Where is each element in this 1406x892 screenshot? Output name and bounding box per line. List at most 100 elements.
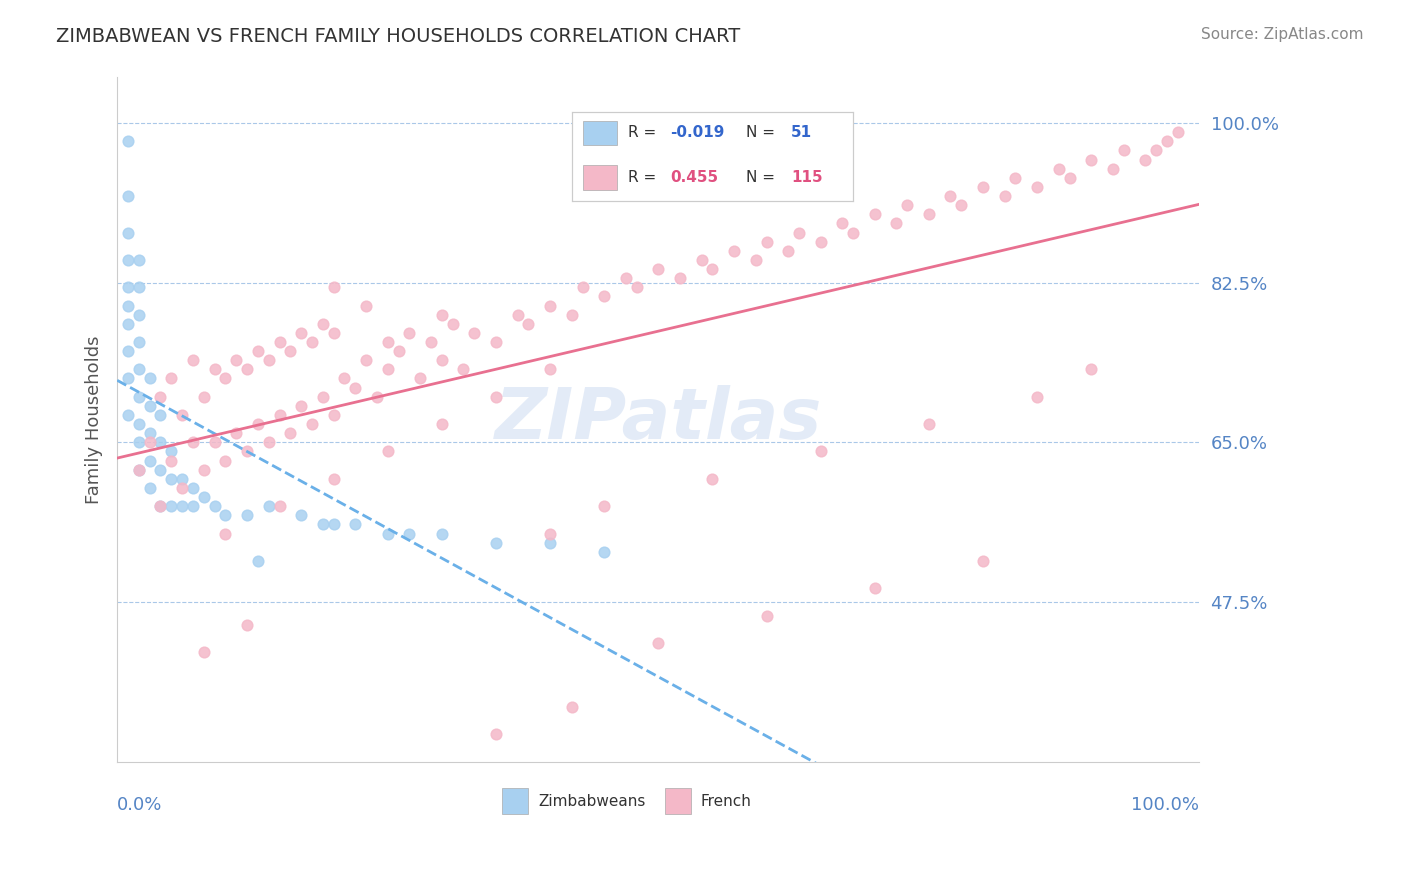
Point: [193, 463, 215, 477]
Point: [214, 526, 236, 541]
Point: [1135, 153, 1157, 167]
Point: [614, 271, 637, 285]
Point: [420, 334, 443, 349]
Point: [128, 435, 150, 450]
Point: [387, 344, 409, 359]
Point: [778, 244, 800, 258]
Point: [344, 517, 367, 532]
Point: [571, 280, 593, 294]
Point: [149, 435, 172, 450]
Point: [409, 371, 432, 385]
Point: [886, 216, 908, 230]
Point: [160, 500, 183, 514]
Point: [257, 353, 280, 368]
Point: [128, 417, 150, 431]
Point: [181, 435, 204, 450]
Point: [138, 453, 160, 467]
Point: [290, 399, 312, 413]
Point: [354, 353, 377, 368]
Point: [593, 545, 616, 559]
Point: [160, 444, 183, 458]
Point: [290, 508, 312, 523]
Point: [1101, 161, 1123, 176]
Point: [430, 417, 453, 431]
Point: [1144, 144, 1167, 158]
Point: [918, 417, 941, 431]
Point: [149, 390, 172, 404]
Point: [128, 334, 150, 349]
Point: [863, 582, 886, 596]
Point: [290, 326, 312, 340]
Point: [398, 326, 420, 340]
Point: [312, 317, 335, 331]
Point: [810, 235, 832, 249]
Point: [214, 453, 236, 467]
Point: [204, 500, 226, 514]
Point: [193, 390, 215, 404]
Point: [246, 554, 269, 568]
Point: [269, 500, 291, 514]
Point: [538, 362, 561, 376]
Point: [1004, 170, 1026, 185]
Point: [128, 390, 150, 404]
Point: [842, 226, 865, 240]
Point: [1026, 390, 1049, 404]
Point: [863, 207, 886, 221]
Point: [236, 617, 259, 632]
Point: [128, 308, 150, 322]
Point: [149, 408, 172, 422]
Point: [117, 371, 139, 385]
Point: [538, 526, 561, 541]
Point: [1080, 153, 1102, 167]
Point: [1080, 362, 1102, 376]
Point: [463, 326, 485, 340]
Point: [172, 500, 194, 514]
Point: [723, 244, 745, 258]
Point: [138, 481, 160, 495]
Point: [128, 463, 150, 477]
Point: [441, 317, 464, 331]
Point: [485, 727, 508, 741]
Point: [377, 362, 399, 376]
Point: [366, 390, 388, 404]
Point: [138, 399, 160, 413]
Point: [485, 390, 508, 404]
Point: [755, 608, 778, 623]
Point: [117, 252, 139, 267]
Point: [117, 280, 139, 294]
Point: [755, 235, 778, 249]
Point: [647, 262, 669, 277]
Point: [593, 289, 616, 303]
Point: [312, 390, 335, 404]
Point: [204, 362, 226, 376]
Point: [647, 636, 669, 650]
Point: [236, 362, 259, 376]
Point: [810, 444, 832, 458]
Point: [322, 408, 344, 422]
Point: [117, 134, 139, 148]
Point: [149, 463, 172, 477]
Point: [377, 334, 399, 349]
Point: [172, 408, 194, 422]
Point: [538, 299, 561, 313]
Point: [538, 535, 561, 549]
Text: ZIPatlas: ZIPatlas: [495, 385, 823, 454]
Point: [1156, 134, 1178, 148]
Point: [280, 344, 302, 359]
Point: [204, 435, 226, 450]
Point: [972, 554, 994, 568]
Point: [430, 526, 453, 541]
Point: [257, 435, 280, 450]
Y-axis label: Family Households: Family Households: [86, 335, 103, 504]
Point: [117, 189, 139, 203]
Point: [322, 472, 344, 486]
Point: [354, 299, 377, 313]
Point: [269, 408, 291, 422]
Point: [1059, 170, 1081, 185]
Point: [1026, 180, 1049, 194]
Point: [117, 408, 139, 422]
Point: [1047, 161, 1070, 176]
Point: [181, 481, 204, 495]
Point: [160, 472, 183, 486]
Point: [950, 198, 973, 212]
